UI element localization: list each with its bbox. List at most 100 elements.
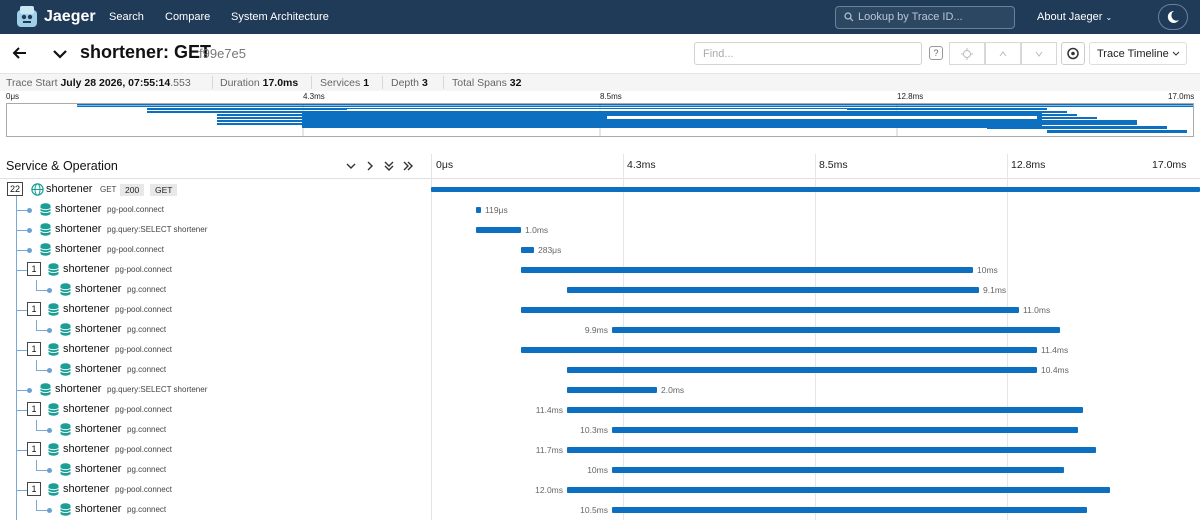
span-row[interactable]: shortener pg.connect 10ms — [0, 460, 1200, 480]
span-row[interactable]: shortener pg-pool.connect 283μs — [0, 240, 1200, 260]
child-count-badge[interactable]: 1 — [27, 342, 41, 356]
span-bar[interactable] — [431, 187, 1200, 192]
span-timeline-cell[interactable]: 2.0ms — [431, 380, 1200, 400]
settings-button[interactable] — [1061, 42, 1085, 65]
span-bar[interactable] — [521, 307, 1019, 313]
span-bar[interactable] — [567, 287, 979, 293]
span-row[interactable]: shortener pg.connect 9.9ms — [0, 320, 1200, 340]
span-bar[interactable] — [521, 267, 973, 273]
span-row[interactable]: shortener pg.connect 10.5ms — [0, 500, 1200, 520]
span-name-cell[interactable]: 1 shortener pg-pool.connect — [0, 440, 431, 460]
brand-name[interactable]: Jaeger — [44, 8, 96, 25]
span-row[interactable]: 1 shortener pg-pool.connect 10ms — [0, 260, 1200, 280]
span-timeline-cell[interactable]: 11.0ms — [431, 300, 1200, 320]
span-timeline-cell[interactable] — [431, 180, 1200, 200]
span-name-cell[interactable]: 1 shortener pg-pool.connect — [0, 400, 431, 420]
span-name-cell[interactable]: shortener pg-pool.connect — [0, 200, 431, 220]
span-row[interactable]: shortener pg.connect 9.1ms — [0, 280, 1200, 300]
about-jaeger-menu[interactable]: About Jaeger ⌄ — [1037, 11, 1112, 23]
span-row[interactable]: 1 shortener pg-pool.connect 11.4ms — [0, 400, 1200, 420]
trace-id-search-input[interactable]: Lookup by Trace ID... — [835, 6, 1015, 29]
child-count-badge[interactable]: 1 — [27, 402, 41, 416]
span-name-cell[interactable]: shortener pg.connect — [0, 500, 431, 520]
child-count-badge[interactable]: 1 — [27, 302, 41, 316]
trace-minimap[interactable]: 0μs 4.3ms 8.5ms 12.8ms 17.0ms — [0, 91, 1200, 149]
span-name-cell[interactable]: 1 shortener pg-pool.connect — [0, 340, 431, 360]
span-timeline-cell[interactable]: 283μs — [431, 240, 1200, 260]
span-timeline-cell[interactable]: 10.4ms — [431, 360, 1200, 380]
span-bar[interactable] — [612, 427, 1078, 433]
span-timeline-cell[interactable]: 11.7ms — [431, 440, 1200, 460]
span-timeline-cell[interactable]: 9.1ms — [431, 280, 1200, 300]
span-name-cell[interactable]: shortener pg.query:SELECT shortener — [0, 380, 431, 400]
view-select[interactable]: Trace Timeline — [1089, 42, 1187, 65]
span-bar[interactable] — [567, 387, 657, 393]
operation-name: GET — [100, 185, 117, 194]
span-bar[interactable] — [612, 467, 1064, 473]
span-name-cell[interactable]: 1 shortener pg-pool.connect — [0, 480, 431, 500]
nav-system-architecture[interactable]: System Architecture — [231, 11, 329, 23]
child-count-badge[interactable]: 1 — [27, 442, 41, 456]
find-input[interactable]: Find... — [694, 42, 922, 65]
span-name-cell[interactable]: shortener pg.connect — [0, 360, 431, 380]
span-name-cell[interactable]: 22 shortener GET 200 GET — [0, 180, 431, 200]
jaeger-logo-icon[interactable] — [14, 4, 40, 30]
collapse-one-icon[interactable] — [345, 160, 357, 172]
span-bar[interactable] — [476, 227, 521, 233]
span-name-cell[interactable]: 1 shortener pg-pool.connect — [0, 300, 431, 320]
span-row[interactable]: 1 shortener pg-pool.connect 11.0ms — [0, 300, 1200, 320]
span-timeline-cell[interactable]: 12.0ms — [431, 480, 1200, 500]
back-arrow-icon[interactable] — [10, 43, 30, 63]
span-row[interactable]: 22 shortener GET 200 GET — [0, 180, 1200, 200]
span-bar[interactable] — [567, 487, 1110, 493]
column-divider[interactable] — [431, 154, 432, 520]
span-timeline-cell[interactable]: 10ms — [431, 260, 1200, 280]
nav-search[interactable]: Search — [109, 11, 144, 23]
span-name-cell[interactable]: shortener pg.connect — [0, 420, 431, 440]
chevron-down-icon[interactable] — [50, 44, 70, 64]
span-name-cell[interactable]: shortener pg.connect — [0, 320, 431, 340]
previous-match-button[interactable] — [985, 42, 1021, 65]
span-row[interactable]: 1 shortener pg-pool.connect 12.0ms — [0, 480, 1200, 500]
expand-one-icon[interactable] — [364, 160, 376, 172]
focus-button[interactable] — [949, 42, 985, 65]
span-timeline-cell[interactable]: 10.3ms — [431, 420, 1200, 440]
span-bar[interactable] — [567, 447, 1096, 453]
span-name-cell[interactable]: shortener pg.connect — [0, 460, 431, 480]
child-count-badge[interactable]: 1 — [27, 262, 41, 276]
span-timeline-cell[interactable]: 119μs — [431, 200, 1200, 220]
minimap-canvas[interactable] — [6, 103, 1194, 137]
nav-compare[interactable]: Compare — [165, 11, 211, 23]
span-name-cell[interactable]: shortener pg.query:SELECT shortener — [0, 220, 431, 240]
span-bar[interactable] — [612, 507, 1087, 513]
span-timeline-cell[interactable]: 11.4ms — [431, 340, 1200, 360]
span-row[interactable]: shortener pg.connect 10.3ms — [0, 420, 1200, 440]
span-row[interactable]: shortener pg-pool.connect 119μs — [0, 200, 1200, 220]
span-bar[interactable] — [521, 247, 534, 253]
expand-all-icon[interactable] — [402, 160, 414, 172]
next-match-button[interactable] — [1021, 42, 1057, 65]
span-timeline-cell[interactable]: 10.5ms — [431, 500, 1200, 520]
span-bar[interactable] — [521, 347, 1037, 353]
span-timeline-cell[interactable]: 9.9ms — [431, 320, 1200, 340]
span-row[interactable]: shortener pg.connect 10.4ms — [0, 360, 1200, 380]
collapse-all-icon[interactable] — [383, 160, 395, 172]
child-count-badge[interactable]: 1 — [27, 482, 41, 496]
span-bar[interactable] — [567, 367, 1037, 373]
child-count-badge[interactable]: 22 — [7, 182, 23, 196]
span-bar[interactable] — [567, 407, 1083, 413]
span-bar[interactable] — [612, 327, 1060, 333]
span-row[interactable]: 1 shortener pg-pool.connect 11.4ms — [0, 340, 1200, 360]
span-bar[interactable] — [476, 207, 481, 213]
span-name-cell[interactable]: 1 shortener pg-pool.connect — [0, 260, 431, 280]
span-row[interactable]: shortener pg.query:SELECT shortener 2.0ms — [0, 380, 1200, 400]
span-row[interactable]: 1 shortener pg-pool.connect 11.7ms — [0, 440, 1200, 460]
span-timeline-cell[interactable]: 1.0ms — [431, 220, 1200, 240]
span-row[interactable]: shortener pg.query:SELECT shortener 1.0ms — [0, 220, 1200, 240]
span-timeline-cell[interactable]: 10ms — [431, 460, 1200, 480]
help-icon[interactable]: ? — [929, 46, 943, 60]
theme-toggle-button[interactable] — [1158, 4, 1188, 30]
span-name-cell[interactable]: shortener pg-pool.connect — [0, 240, 431, 260]
span-timeline-cell[interactable]: 11.4ms — [431, 400, 1200, 420]
span-name-cell[interactable]: shortener pg.connect — [0, 280, 431, 300]
